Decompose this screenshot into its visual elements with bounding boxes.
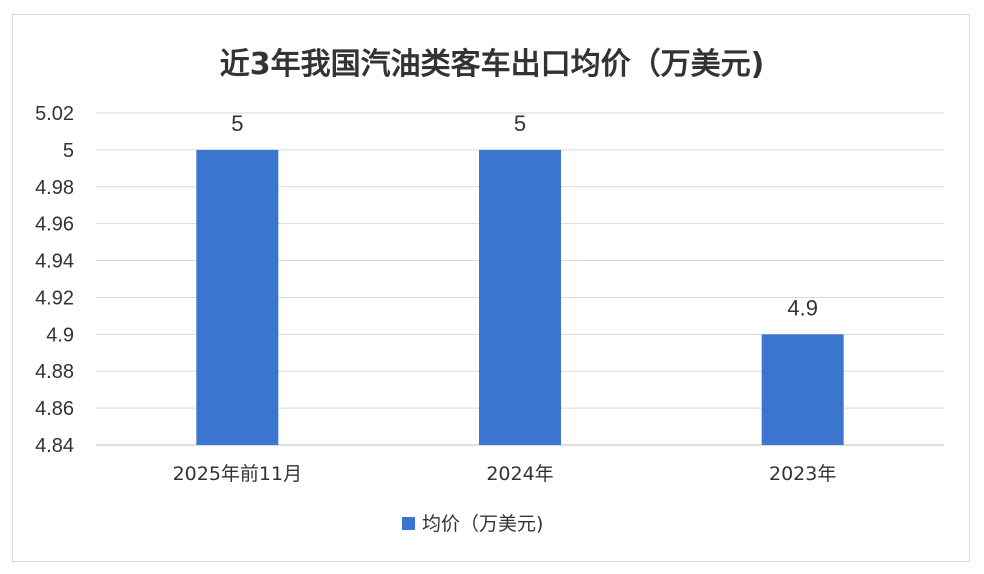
legend-label: 均价（万美元) <box>422 513 543 535</box>
y-tick-label-4: 4.92 <box>35 287 74 309</box>
x-tick-label-1: 2024年 <box>486 463 553 485</box>
y-tick-label-1: 4.86 <box>35 398 74 420</box>
bar-2 <box>761 334 844 445</box>
data-label-2: 4.9 <box>787 295 818 320</box>
chart-title: 近3年我国汽油类客车出口均价（万美元) <box>220 47 765 82</box>
y-tick-label-7: 4.98 <box>35 177 74 199</box>
bar-1 <box>479 149 561 445</box>
y-tick-label-8: 5 <box>63 140 74 162</box>
y-tick-label-5: 4.94 <box>35 251 74 273</box>
y-tick-label-2: 4.88 <box>35 361 74 383</box>
y-axis: 4.84 4.86 4.88 4.9 4.92 4.94 4.96 4.98 5 5.02 <box>35 103 74 457</box>
y-tick-label-6: 4.96 <box>35 214 74 236</box>
y-tick-label-3: 4.9 <box>46 324 74 346</box>
legend-swatch <box>402 517 415 530</box>
data-label-0: 5 <box>231 111 243 136</box>
y-tick-label-0: 4.84 <box>35 435 74 457</box>
bars: 5 54.9 <box>196 111 844 445</box>
y-tick-label-9: 5.02 <box>35 103 74 125</box>
x-tick-label-0: 2025年前11月 <box>173 463 303 485</box>
bar-0 <box>196 149 279 445</box>
legend: 均价（万美元) <box>402 513 543 535</box>
data-label-1: 5 <box>514 111 526 136</box>
x-axis: 2025年前11月 2024年 2023年 <box>173 463 837 485</box>
x-tick-label-2: 2023年 <box>769 463 836 485</box>
